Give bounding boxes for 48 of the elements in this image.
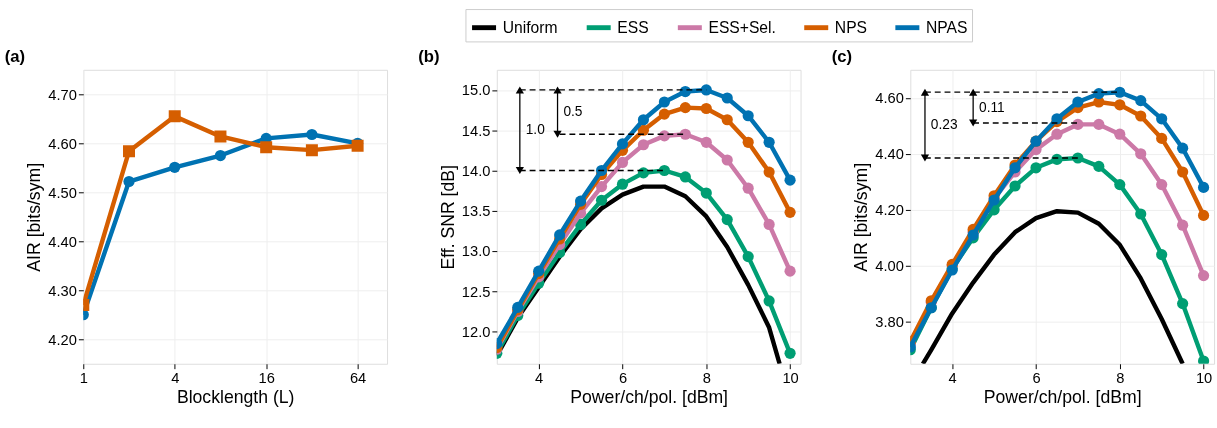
y-tick-label: 3.80 — [875, 314, 904, 331]
x-tick-label: 1 — [79, 369, 88, 386]
y-axis-title: AIR [bits/sym] — [851, 162, 872, 272]
x-tick-label: 64 — [349, 369, 367, 386]
y-tick-label: 13.5 — [461, 203, 491, 220]
y-tick-label: 4.30 — [48, 282, 77, 299]
x-tick-label: 4 — [171, 369, 180, 386]
x-tick-label: 8 — [702, 369, 711, 386]
x-tick-label: 6 — [618, 369, 628, 386]
legend-label: NPAS — [925, 18, 968, 36]
annotation: 0.5 — [563, 104, 583, 120]
chart-title: (a) — [4, 46, 26, 66]
y-tick-label: 4.70 — [48, 86, 77, 103]
y-tick-label: 13.0 — [461, 243, 491, 260]
y-tick-label: 14.0 — [461, 162, 491, 179]
x-tick-label: 4 — [535, 369, 544, 386]
x-tick-label: 8 — [1116, 369, 1125, 386]
y-tick-label: 4.60 — [48, 135, 77, 152]
x-tick-label: 16 — [258, 369, 275, 386]
y-tick-label: 12.5 — [461, 283, 491, 300]
y-tick-label: 4.50 — [48, 184, 77, 201]
chart-title: (b) — [418, 46, 440, 66]
annotation: 1.0 — [525, 122, 546, 138]
legend-label: NPS — [834, 18, 868, 36]
y-axis-title: Eff. SNR [dB] — [437, 165, 458, 270]
x-tick-label: 10 — [1195, 369, 1213, 386]
x-axis-title: Blocklength (L) — [176, 387, 295, 408]
annotation: 0.23 — [930, 117, 958, 133]
y-tick-label: 4.40 — [875, 146, 904, 163]
y-tick-label: 14.5 — [461, 122, 491, 139]
legend-label: ESS+Sel. — [708, 18, 776, 36]
x-tick-label: 10 — [782, 369, 799, 386]
x-axis-title: Power/ch/pol. [dBm] — [983, 387, 1142, 408]
x-axis-title: Power/ch/pol. [dBm] — [570, 387, 729, 408]
chart-title: (c) — [831, 46, 853, 66]
y-tick-label: 4.60 — [875, 90, 904, 107]
legend-label: Uniform — [502, 18, 558, 36]
y-tick-label: 12.0 — [461, 323, 491, 340]
y-tick-label: 15.0 — [461, 82, 491, 99]
y-axis-title: AIR [bits/sym] — [24, 162, 45, 272]
x-tick-label: 6 — [1032, 369, 1041, 386]
y-tick-label: 4.20 — [48, 331, 77, 348]
x-tick-label: 4 — [948, 369, 957, 386]
y-tick-label: 4.40 — [48, 233, 77, 250]
annotation: 0.11 — [979, 99, 1005, 115]
y-tick-label: 4.00 — [875, 258, 904, 275]
legend-label: ESS — [617, 18, 649, 36]
y-tick-label: 4.20 — [875, 202, 904, 219]
